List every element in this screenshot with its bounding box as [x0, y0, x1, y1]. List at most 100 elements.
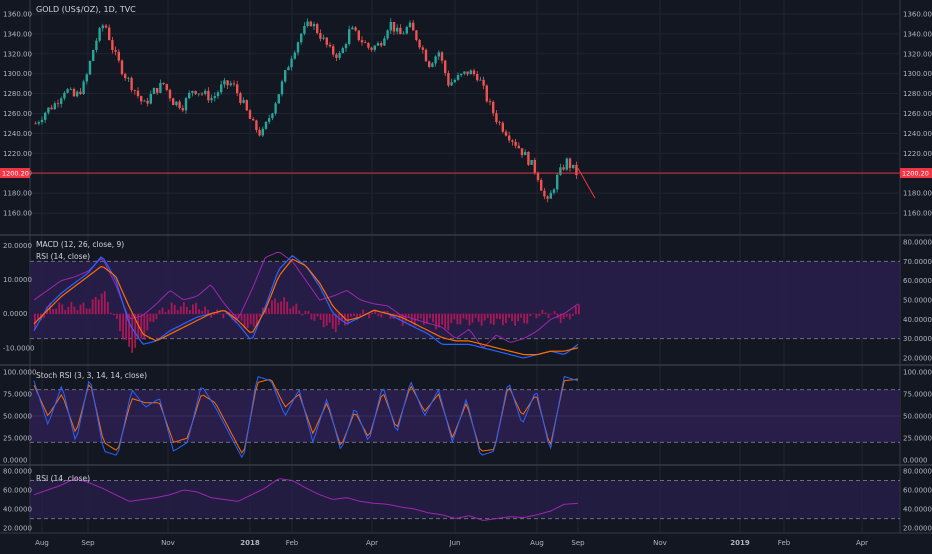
price-candle — [399, 27, 402, 35]
price-candle — [447, 73, 450, 86]
price-candle — [533, 159, 536, 173]
price-candle — [181, 108, 184, 111]
price-axis-label-left: 1260.00 — [3, 110, 32, 118]
price-candle — [428, 61, 431, 67]
price-candle — [543, 190, 546, 197]
macd-histogram-bar — [471, 313, 474, 323]
stoch-axis-label-left: 25.0000 — [3, 435, 32, 443]
macd-histogram-bar — [468, 313, 471, 326]
price-candle — [277, 94, 280, 104]
rsi-axis-label-left: 20.0000 — [3, 525, 32, 533]
price-candle — [514, 141, 517, 146]
macd-histogram-bar — [450, 313, 453, 323]
macd-rsi-overlay-title: RSI (14, close) — [36, 252, 90, 261]
macd-histogram-bar — [289, 308, 292, 315]
current-price-badge-right — [900, 168, 932, 179]
price-candle — [300, 33, 303, 43]
price-candle — [389, 21, 392, 31]
price-candle — [316, 24, 319, 34]
price-candle — [450, 82, 453, 86]
price-candle — [66, 89, 69, 93]
macd-histogram-bar — [85, 308, 88, 315]
price-candle — [482, 79, 485, 86]
price-candle — [328, 44, 332, 47]
price-candle — [492, 101, 495, 114]
price-chart-title: GOLD (US$/OZ), 1D, TVC — [36, 5, 136, 14]
macd-histogram-bar — [246, 313, 249, 328]
macd-histogram-bar — [571, 313, 574, 316]
macd-histogram-bar — [149, 313, 152, 322]
price-candle — [351, 27, 354, 30]
macd-histogram-bar — [210, 313, 213, 318]
x-axis-label: Sep — [81, 539, 95, 547]
macd-histogram-bar — [362, 309, 365, 315]
price-candle — [415, 30, 418, 41]
price-candle — [261, 128, 264, 136]
macd-histogram-bar — [261, 307, 264, 315]
macd-histogram-bar — [222, 313, 225, 319]
macd-histogram-bar — [340, 313, 343, 322]
price-axis-label-left: 1300.00 — [3, 70, 32, 78]
macd-histogram-bar — [219, 313, 222, 315]
macd-histogram-bar — [353, 313, 355, 316]
price-candle — [556, 174, 559, 190]
x-axis-label: Feb — [778, 539, 791, 547]
macd-histogram-bar — [550, 313, 553, 315]
macd-histogram-bar — [447, 313, 450, 331]
macd-histogram-bar — [213, 313, 216, 316]
price-candle — [290, 58, 293, 68]
macd-histogram-bar — [240, 313, 243, 321]
macd-histogram-bar — [395, 313, 398, 315]
price-candle — [488, 101, 492, 103]
macd-histogram-bar — [465, 313, 468, 320]
price-candle — [354, 27, 357, 31]
price-candle — [303, 25, 306, 34]
price-candle — [408, 22, 412, 28]
macd-histogram-bar — [58, 302, 61, 315]
rsi-band — [30, 480, 900, 519]
macd-histogram-bar — [368, 313, 371, 319]
macd-histogram-bar — [401, 313, 404, 326]
price-candle — [472, 70, 476, 75]
price-candle — [197, 93, 200, 95]
price-candle — [172, 98, 175, 106]
macd-histogram-bar — [350, 313, 352, 317]
price-candle — [568, 158, 572, 168]
macd-histogram-bar — [489, 313, 492, 324]
price-candle — [268, 118, 271, 122]
price-candle — [140, 96, 143, 102]
macd-histogram-bar — [486, 313, 489, 318]
macd-axis-label-left: -10.0000 — [3, 344, 34, 352]
price-candle — [421, 47, 424, 50]
macd-histogram-bar — [307, 311, 310, 315]
macd-histogram-bar — [228, 312, 231, 315]
macd-histogram-bar — [544, 312, 547, 315]
macd-histogram-bar — [535, 313, 538, 319]
stoch-axis-label-left: 75.0000 — [3, 391, 32, 399]
macd-histogram-bar — [520, 313, 523, 318]
macd-histogram-bar — [526, 313, 529, 324]
macd-histogram-bar — [553, 311, 556, 315]
stoch-axis-label-left: 50.0000 — [3, 413, 32, 421]
price-candle — [309, 21, 312, 27]
price-candle — [53, 103, 56, 110]
x-axis-label: Aug — [530, 539, 544, 547]
stoch-axis-label-right: 25.0000 — [903, 435, 932, 443]
price-candle — [530, 159, 533, 165]
price-candle — [255, 120, 258, 131]
price-candle — [405, 27, 408, 34]
price-candle — [418, 40, 421, 48]
macd-histogram-bar — [295, 303, 298, 315]
price-candle — [149, 93, 152, 104]
macd-histogram-bar — [280, 301, 282, 315]
macd-histogram-bar — [134, 313, 137, 348]
macd-histogram-bar — [283, 297, 286, 315]
price-candle — [466, 71, 469, 75]
price-candle — [191, 90, 194, 93]
price-candle — [120, 60, 124, 75]
macd-histogram-bar — [155, 313, 158, 320]
macd-axis-label-right: 40.0000 — [903, 316, 932, 324]
macd-histogram-bar — [426, 313, 428, 325]
